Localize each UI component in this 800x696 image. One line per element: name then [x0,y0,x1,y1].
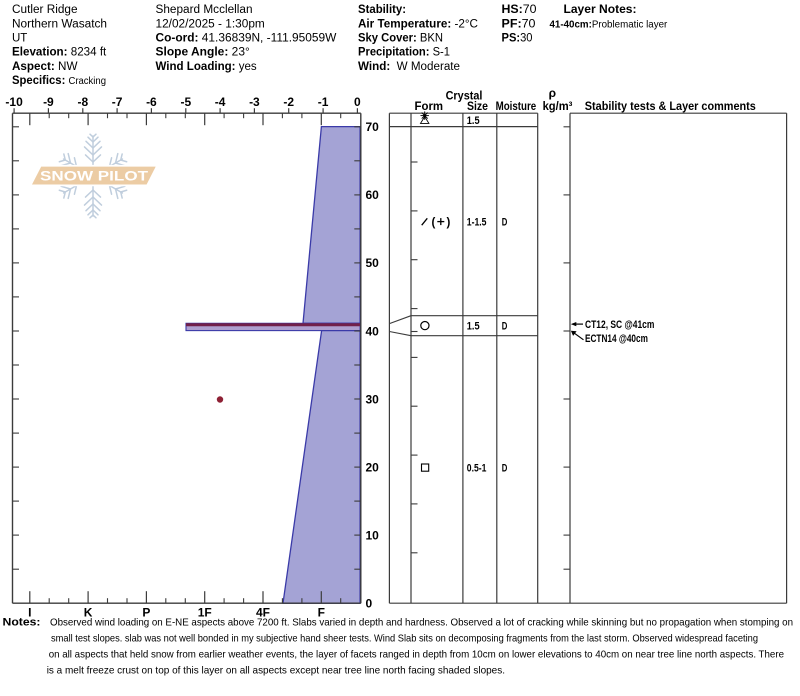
svg-text:Air Temperature: -2°C: Air Temperature: -2°C [358,18,478,30]
svg-text:-5: -5 [180,95,191,109]
svg-text:1.5: 1.5 [467,115,480,127]
svg-text:60: 60 [366,188,380,202]
svg-text:0: 0 [366,597,373,611]
svg-text:Aspect: NW: Aspect: NW [12,61,78,73]
svg-text:-1: -1 [318,95,329,109]
svg-text:PF:70: PF: 70 [502,18,536,30]
svg-text:Co-ord: 41.36839N, -111.95059W: Co-ord: 41.36839N, -111.95059W [156,33,337,45]
svg-text:Crystal: Crystal [446,89,483,103]
svg-text:K: K [84,606,93,620]
svg-text:Slope Angle: 23°: Slope Angle: 23° [156,47,250,59]
svg-text:-9: -9 [43,95,54,109]
svg-text:small test slopes. slab was no: small test slopes. slab was not well bon… [51,634,758,645]
svg-text:on all aspects that held snow: on all aspects that held snow from earli… [49,650,784,661]
svg-text:4F: 4F [256,606,270,620]
svg-text:Elevation: 8234 ft: Elevation: 8234 ft [12,47,107,59]
svg-text:Stability tests & Layer commen: Stability tests & Layer comments [585,99,756,113]
svg-text:Notes:: Notes: [3,617,41,629]
svg-text:D: D [502,462,508,474]
svg-text:UT: UT [12,33,27,45]
svg-text:1F: 1F [198,606,212,620]
svg-text:kg/m³: kg/m³ [543,99,573,113]
svg-text:Specifics: Cracking: Specifics: Cracking [12,75,106,87]
svg-text:Cutler Ridge: Cutler Ridge [12,4,78,16]
svg-text:Form: Form [415,99,444,113]
svg-text:Wind Loading: yes: Wind Loading: yes [156,61,257,73]
svg-text:Size: Size [467,99,488,113]
svg-text:P: P [142,606,150,620]
svg-text:is a melt freeze crust on top: is a melt freeze crust on top of this la… [47,666,505,677]
svg-text:): ) [447,217,451,229]
svg-text:F: F [318,606,325,620]
svg-text:(: ( [432,217,436,229]
svg-text:ρ: ρ [549,86,556,100]
svg-text:Northern Wasatch: Northern Wasatch [12,18,107,30]
svg-text:-10: -10 [5,95,23,109]
svg-text:0.5-1: 0.5-1 [467,462,487,474]
svg-text:Shepard Mcclellan: Shepard Mcclellan [156,4,253,16]
svg-text:CT12, SC @41cm: CT12, SC @41cm [585,319,655,331]
svg-text:Stability:: Stability: [358,4,406,16]
svg-text:50: 50 [366,256,380,270]
svg-text:Sky Cover: BKN: Sky Cover: BKN [358,33,443,45]
svg-text:ECTN14 @40cm: ECTN14 @40cm [585,333,648,345]
svg-text:70: 70 [366,120,380,134]
svg-text:40: 40 [366,324,380,338]
svg-text:Observed wind loading on E-NE: Observed wind loading on E-NE aspects ab… [50,618,793,629]
svg-text:SNOW PILOT: SNOW PILOT [40,168,149,183]
svg-text:D: D [502,321,508,333]
svg-text:-7: -7 [112,95,123,109]
svg-text:-4: -4 [215,95,226,109]
svg-text:-3: -3 [249,95,260,109]
svg-text:41-40cm:Problematic layer: 41-40cm:Problematic layer [550,19,669,30]
svg-text:0: 0 [354,95,361,109]
svg-text:1-1.5: 1-1.5 [467,217,487,229]
svg-text:I: I [28,606,31,620]
svg-text:Wind: W Moderate: Wind: W Moderate [358,61,460,73]
svg-text:PS:30: PS:30 [502,33,533,45]
svg-text:Precipitation: S-1: Precipitation: S-1 [358,47,450,59]
svg-text:10: 10 [366,528,380,542]
svg-text:-6: -6 [146,95,157,109]
svg-text:1.5: 1.5 [467,321,480,333]
svg-text:Layer Notes:: Layer Notes: [564,4,637,16]
svg-text:12/02/2025 - 1:30pm: 12/02/2025 - 1:30pm [156,18,265,30]
svg-text:D: D [502,217,508,229]
svg-text:-8: -8 [77,95,88,109]
svg-text:-2: -2 [283,95,294,109]
svg-text:30: 30 [366,392,380,406]
svg-text:Moisture: Moisture [496,99,537,113]
svg-text:HS:70: HS:70 [502,4,537,16]
svg-text:20: 20 [366,460,380,474]
